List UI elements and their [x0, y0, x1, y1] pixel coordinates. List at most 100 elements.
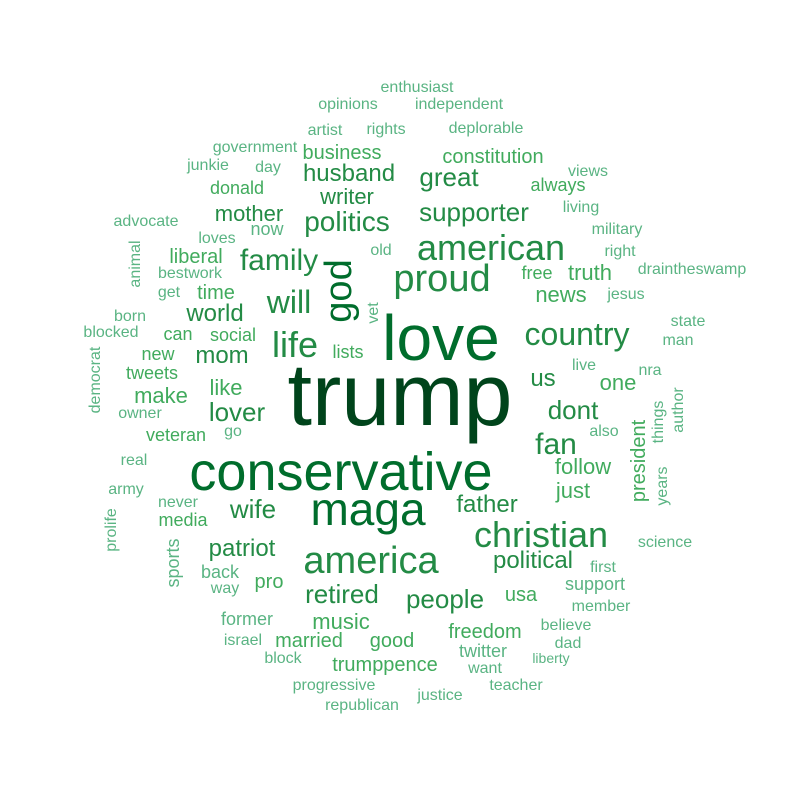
word-love: love	[382, 302, 499, 374]
word-army: army	[108, 481, 144, 498]
word-tweets: tweets	[126, 363, 178, 383]
word-nra: nra	[638, 362, 661, 379]
word-back: back	[201, 562, 240, 582]
word-vet: vet	[365, 302, 382, 324]
word-media: media	[158, 510, 208, 530]
word-usa: usa	[505, 584, 538, 606]
word-christian: christian	[474, 514, 608, 555]
word-government: government	[213, 139, 298, 156]
word-blocked: blocked	[83, 324, 138, 341]
word-also: also	[589, 423, 618, 440]
word-good: good	[370, 630, 415, 652]
word-loves: loves	[198, 230, 235, 247]
word-donald: donald	[210, 178, 264, 198]
word-opinions: opinions	[318, 96, 378, 113]
word-twitter: twitter	[459, 641, 507, 661]
word-now: now	[250, 219, 284, 239]
word-israel: israel	[224, 632, 262, 649]
word-things: things	[650, 401, 667, 444]
word-patriot: patriot	[209, 535, 276, 562]
word-free: free	[521, 263, 552, 283]
word-retired: retired	[305, 579, 379, 609]
word-deplorable: deplorable	[449, 120, 524, 137]
word-block: block	[264, 650, 302, 667]
word-america: america	[303, 540, 439, 582]
word-enthusiast: enthusiast	[381, 79, 454, 96]
word-sports: sports	[163, 538, 183, 587]
word-pro: pro	[255, 571, 284, 593]
word-live: live	[572, 357, 596, 374]
word-state: state	[671, 313, 706, 330]
word-can: can	[163, 324, 192, 344]
word-man: man	[662, 332, 693, 349]
word-writer: writer	[319, 184, 374, 209]
word-progressive: progressive	[293, 677, 376, 694]
word-new: new	[141, 344, 175, 364]
word-advocate: advocate	[114, 213, 179, 230]
word-prolife: prolife	[103, 508, 120, 552]
word-music: music	[312, 609, 369, 634]
word-politics: politics	[304, 206, 390, 237]
word-democrat: democrat	[87, 346, 104, 413]
word-dont: dont	[548, 395, 599, 425]
word-just: just	[555, 478, 590, 503]
word-bestwork: bestwork	[158, 265, 223, 282]
word-member: member	[572, 598, 631, 615]
word-justice: justice	[416, 687, 462, 704]
word-living: living	[563, 199, 599, 216]
word-rights: rights	[366, 121, 405, 138]
word-political: political	[493, 547, 573, 574]
word-like: like	[209, 375, 242, 400]
word-independent: independent	[415, 96, 504, 113]
word-republican: republican	[325, 697, 399, 714]
word-way: way	[210, 580, 239, 597]
word-us: us	[530, 365, 555, 392]
word-always: always	[530, 175, 585, 195]
word-life: life	[272, 324, 318, 365]
word-married: married	[275, 630, 343, 652]
word-time: time	[197, 282, 235, 304]
word-liberty: liberty	[532, 650, 569, 666]
word-president: president	[628, 419, 650, 502]
word-freedom: freedom	[448, 621, 521, 643]
word-artist: artist	[308, 122, 343, 139]
word-will: will	[266, 284, 311, 320]
word-owner: owner	[118, 405, 162, 422]
word-former: former	[221, 609, 273, 629]
word-maga: maga	[310, 483, 425, 535]
word-get: get	[158, 284, 181, 301]
word-trump: trump	[288, 345, 513, 444]
word-day: day	[255, 159, 281, 176]
word-draintheswamp: draintheswamp	[638, 261, 747, 278]
word-husband: husband	[303, 160, 395, 187]
word-support: support	[565, 574, 625, 594]
word-god: god	[318, 259, 360, 322]
word-conservative: conservative	[189, 442, 492, 502]
word-lover: lover	[209, 397, 266, 427]
word-lists: lists	[333, 342, 364, 362]
word-business: business	[303, 142, 382, 164]
word-social: social	[210, 325, 256, 345]
word-military: military	[592, 221, 643, 238]
word-liberal: liberal	[169, 246, 222, 268]
word-views: views	[568, 163, 608, 180]
word-want: want	[467, 660, 502, 677]
word-believe: believe	[541, 617, 592, 634]
word-author: author	[670, 387, 687, 433]
word-great: great	[419, 162, 479, 192]
word-proud: proud	[393, 258, 490, 300]
word-teacher: teacher	[489, 677, 543, 694]
word-one: one	[600, 370, 637, 395]
word-father: father	[456, 491, 517, 518]
word-jesus: jesus	[606, 286, 644, 303]
word-go: go	[224, 423, 242, 440]
word-years: years	[654, 466, 671, 505]
word-mom: mom	[195, 342, 248, 369]
word-born: born	[114, 308, 146, 325]
word-country: country	[525, 316, 630, 352]
word-old: old	[370, 242, 391, 259]
word-constitution: constitution	[442, 146, 543, 168]
word-american: american	[417, 227, 565, 268]
